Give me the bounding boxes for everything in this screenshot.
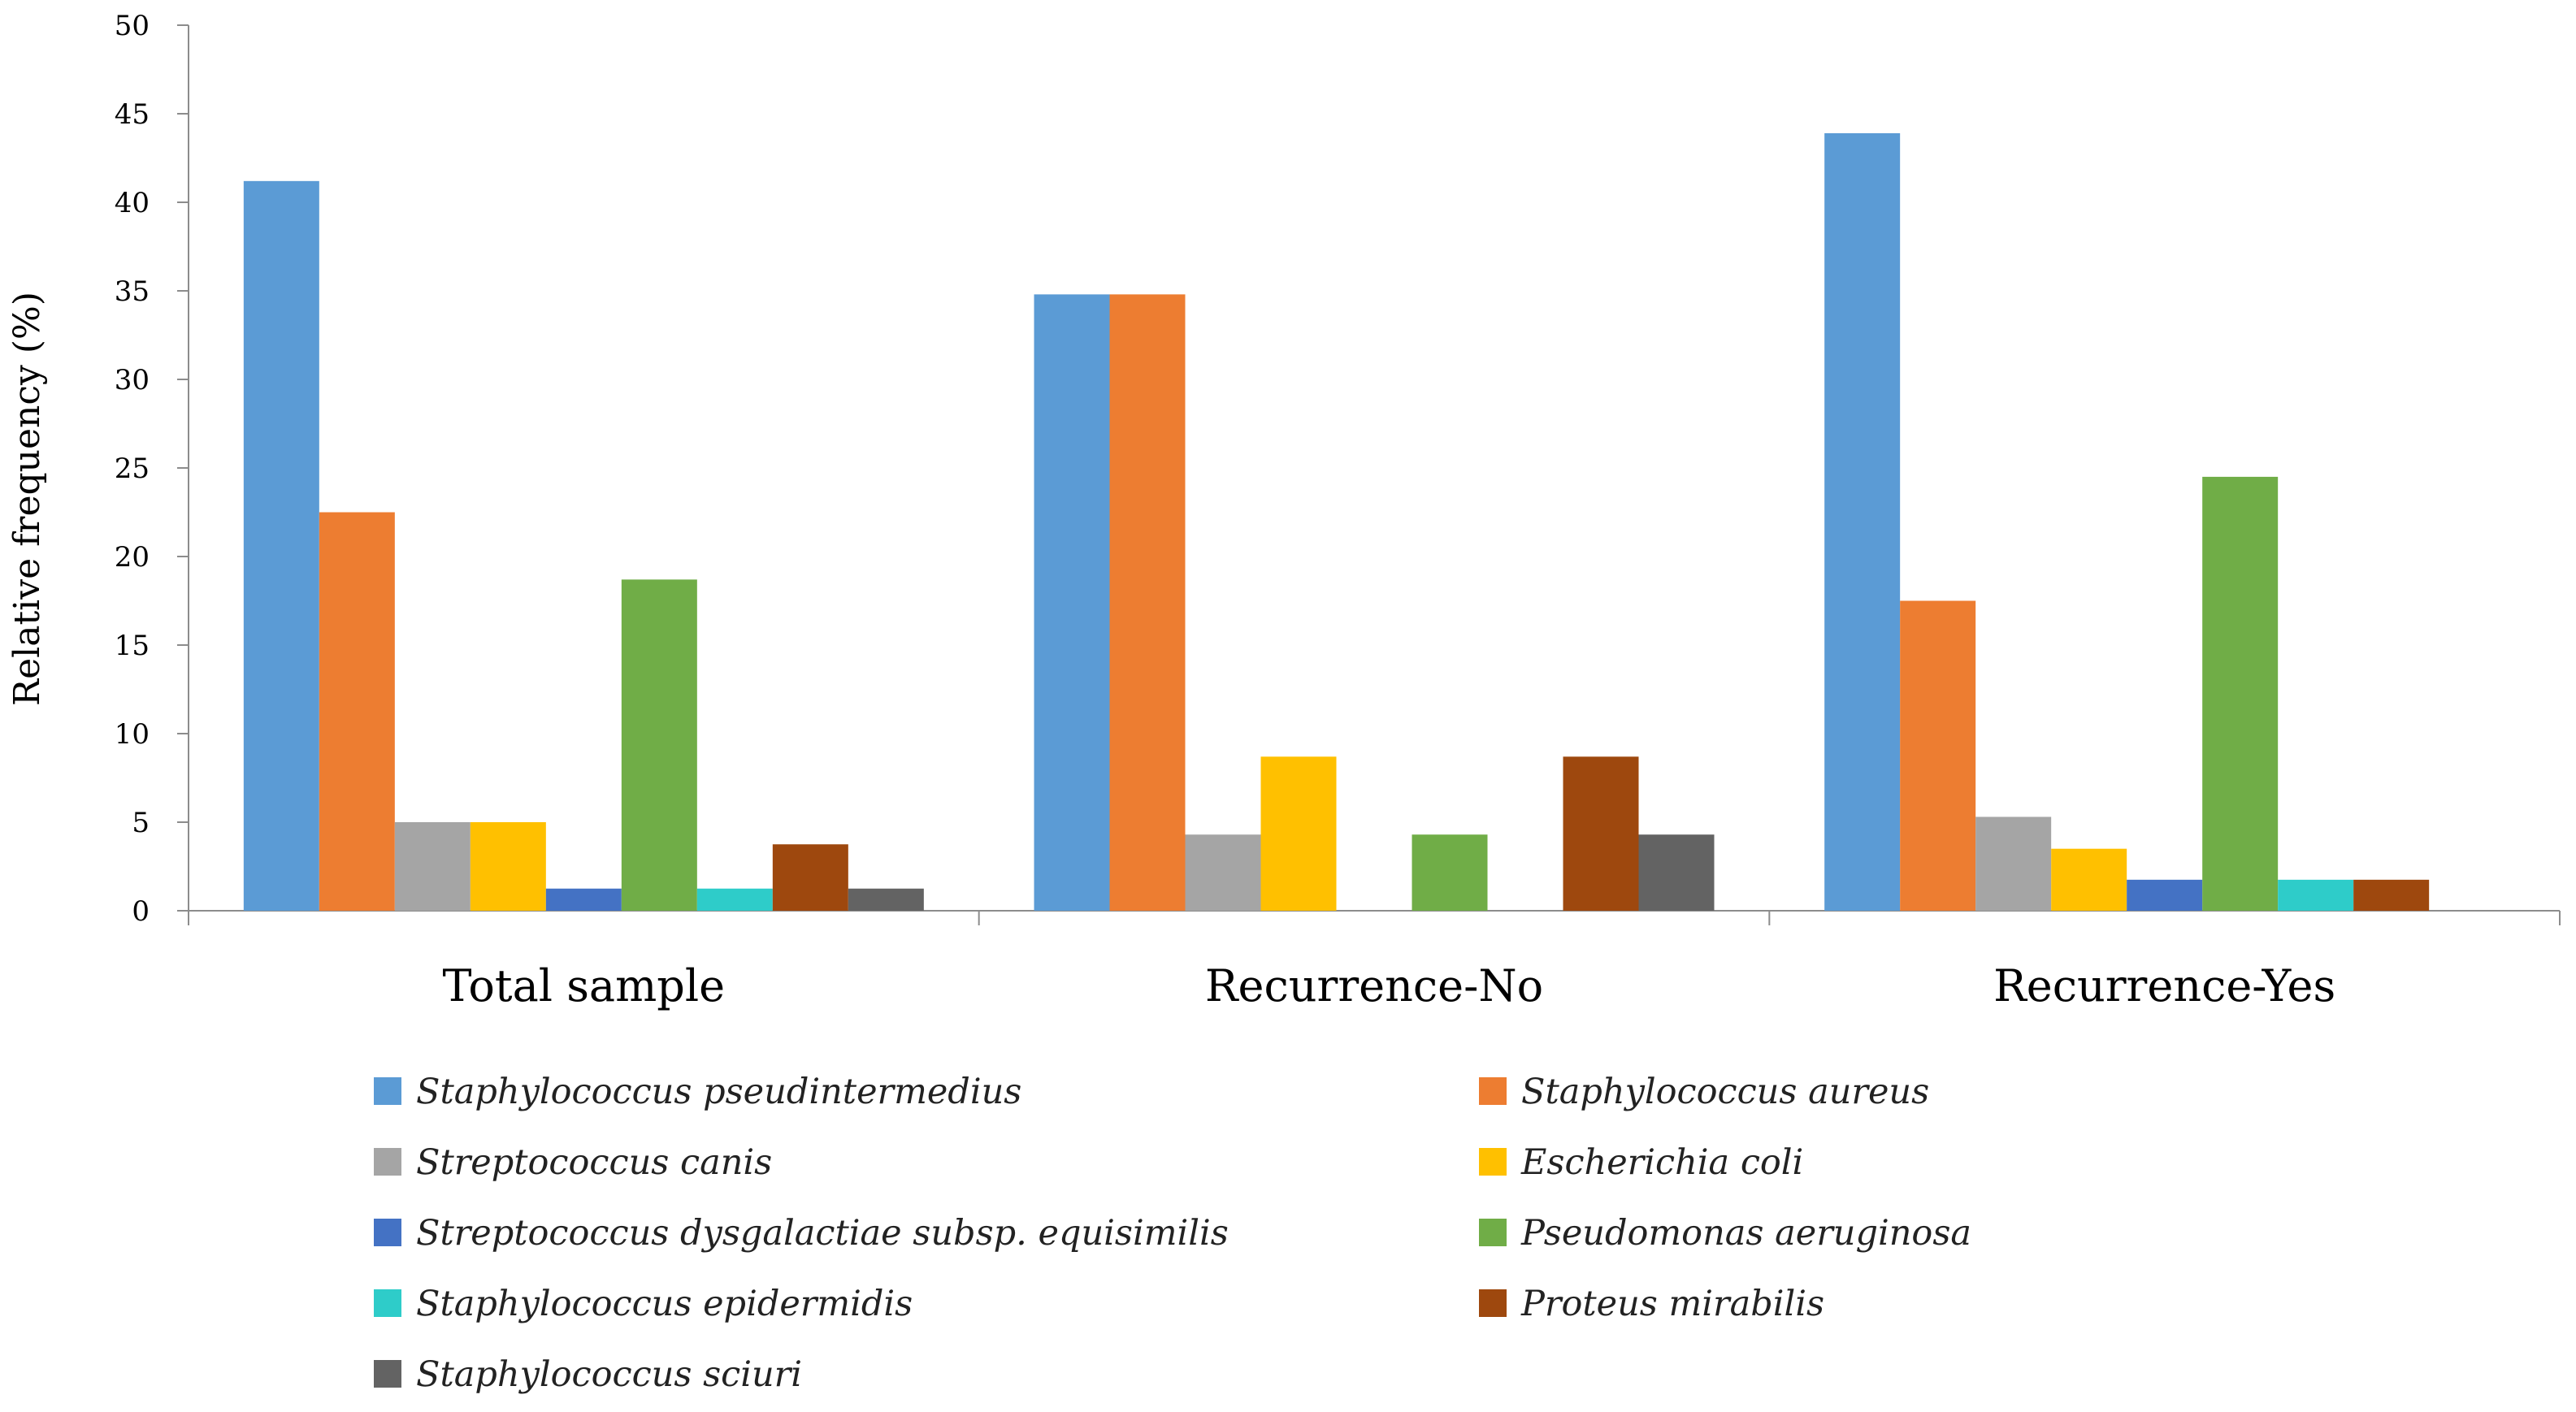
legend-item: Staphylococcus sciuri [374, 1354, 802, 1395]
bar [1638, 834, 1715, 911]
legend-item: Staphylococcus pseudintermedius [374, 1072, 1021, 1112]
legend-item: Staphylococcus aureus [1479, 1072, 1929, 1112]
bar [243, 180, 319, 912]
bar [1824, 132, 1901, 912]
bar [1563, 756, 1639, 911]
legend-swatch [1479, 1148, 1507, 1176]
y-tick-label: 0 [132, 895, 150, 928]
bar [772, 844, 848, 911]
bar [1260, 756, 1337, 911]
bar [1034, 294, 1110, 911]
bar [696, 888, 773, 911]
legend-swatch [1479, 1289, 1507, 1317]
bar [1185, 834, 1261, 911]
bar [2127, 879, 2203, 911]
bar [1900, 600, 1976, 911]
legend-label: Streptococcus dysgalactiae subsp. equisi… [416, 1213, 1229, 1254]
bar [1975, 816, 2052, 911]
legend-swatch [374, 1077, 401, 1105]
x-axis [188, 910, 2561, 925]
x-category-label: Recurrence-Yes [1993, 960, 2335, 1011]
legend-item: Streptococcus canis [374, 1142, 772, 1183]
legend-label: Staphylococcus epidermidis [416, 1284, 913, 1324]
legend: Staphylococcus pseudintermedius Staphyloc… [374, 1072, 1971, 1395]
y-tick-label: 30 [115, 364, 150, 396]
bar [2202, 476, 2279, 911]
legend-item: Staphylococcus epidermidis [374, 1284, 913, 1324]
y-tick-label: 45 [115, 98, 150, 131]
bar [2353, 879, 2430, 911]
bar [621, 579, 697, 911]
legend-item: Pseudomonas aeruginosa [1479, 1213, 1971, 1254]
legend-item: Escherichia coli [1479, 1142, 1803, 1183]
legend-label: Staphylococcus sciuri [416, 1354, 802, 1395]
legend-label: Streptococcus canis [416, 1142, 772, 1183]
legend-swatch [374, 1360, 401, 1388]
bar [2278, 879, 2354, 911]
bar [319, 512, 395, 911]
legend-label: Staphylococcus aureus [1521, 1072, 1929, 1112]
bar [1109, 294, 1186, 911]
y-tick-label: 5 [132, 807, 150, 839]
legend-label: Proteus mirabilis [1520, 1284, 1824, 1324]
legend-item: Proteus mirabilis [1479, 1284, 1824, 1324]
legend-label: Staphylococcus pseudintermedius [416, 1072, 1021, 1112]
y-tick-label: 50 [115, 10, 150, 42]
legend-item: Streptococcus dysgalactiae subsp. equisi… [374, 1213, 1229, 1254]
bar [1412, 834, 1488, 911]
y-axis: 0 5 10 15 20 25 30 35 40 45 50 [115, 10, 189, 928]
y-tick-label: 15 [115, 630, 150, 662]
y-axis-title: Relative frequency (%) [7, 292, 48, 706]
legend-swatch [374, 1219, 401, 1246]
legend-label: Pseudomonas aeruginosa [1520, 1213, 1971, 1254]
bar [848, 888, 924, 911]
category-labels: Total sample Recurrence-No Recurrence-Yes [443, 960, 2336, 1011]
y-tick-label: 25 [115, 453, 150, 485]
y-tick-label: 10 [115, 718, 150, 751]
x-category-label: Recurrence-No [1205, 960, 1543, 1011]
bar [470, 822, 546, 911]
legend-swatch [1479, 1077, 1507, 1105]
bar [394, 822, 471, 911]
legend-swatch [374, 1148, 401, 1176]
y-tick-label: 20 [115, 541, 150, 574]
bar [545, 888, 622, 911]
bar [2051, 848, 2127, 911]
x-category-label: Total sample [443, 960, 726, 1011]
bars [243, 132, 2430, 912]
legend-swatch [374, 1289, 401, 1317]
y-tick-label: 35 [115, 275, 150, 308]
legend-swatch [1479, 1219, 1507, 1246]
legend-label: Escherichia coli [1520, 1142, 1803, 1183]
y-tick-label: 40 [115, 187, 150, 219]
